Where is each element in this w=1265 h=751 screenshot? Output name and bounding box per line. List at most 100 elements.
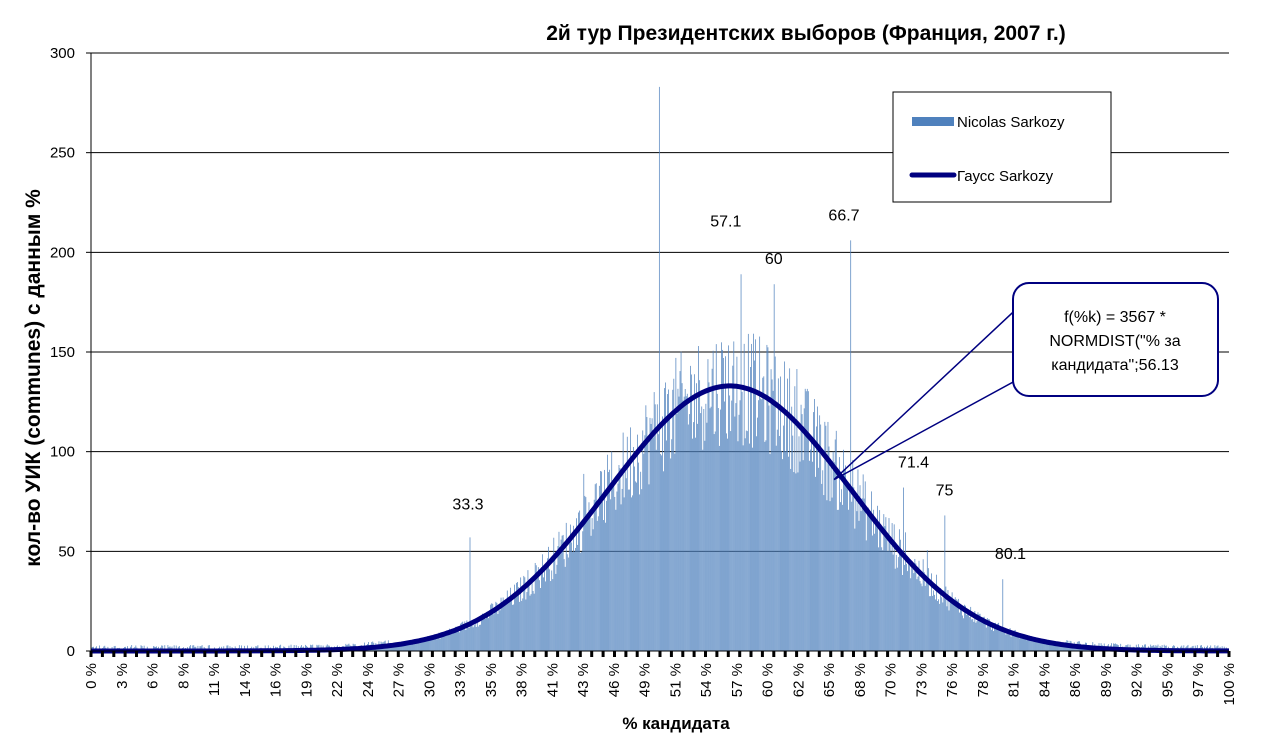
bar (616, 510, 617, 651)
y-tick-label: 100 (50, 444, 75, 461)
bar (626, 478, 627, 651)
formula-callout: f(%k) = 3567 *NORMDIST("% закандидата";5… (834, 283, 1218, 480)
bar (506, 603, 507, 651)
bar (845, 465, 846, 651)
bar (934, 595, 935, 651)
x-tick-label: 49 % (637, 663, 654, 697)
bar (785, 451, 786, 651)
bar (810, 450, 811, 651)
bar (728, 345, 729, 651)
bar (793, 472, 794, 651)
bar (689, 414, 690, 651)
bar (538, 567, 539, 651)
bar (720, 410, 721, 651)
bar (811, 439, 812, 651)
bar (1000, 628, 1001, 651)
bar (518, 587, 519, 651)
bar (599, 486, 600, 651)
bar (418, 643, 419, 651)
bar (870, 511, 871, 651)
bar (443, 636, 444, 651)
bar (660, 454, 661, 651)
bar (511, 600, 512, 651)
bar (911, 565, 912, 651)
bar (867, 509, 868, 651)
bar (876, 523, 877, 651)
bar (549, 569, 550, 651)
bar (466, 630, 467, 651)
bar (531, 594, 532, 651)
bar (933, 590, 934, 651)
bar (653, 437, 654, 651)
x-tick-label: 43 % (575, 663, 592, 697)
bar (762, 378, 763, 651)
bar (622, 489, 623, 651)
bar (759, 337, 760, 651)
bar (880, 527, 881, 651)
bar (993, 631, 994, 651)
bar (1002, 579, 1003, 651)
bar (783, 426, 784, 651)
bar (636, 483, 637, 651)
bar (605, 523, 606, 651)
data-label: 66.7 (828, 207, 859, 224)
x-tick-label: 33 % (452, 663, 469, 697)
bar (968, 612, 969, 651)
bar (499, 608, 500, 651)
bar (738, 441, 739, 651)
bar (671, 439, 672, 651)
bar (669, 416, 670, 651)
bar (597, 521, 598, 651)
bar (737, 357, 738, 651)
bar (770, 454, 771, 651)
callout-text-line: кандидата";56.13 (1051, 357, 1179, 374)
bar (634, 467, 635, 652)
bar (543, 577, 544, 651)
legend-box (893, 92, 1111, 202)
bar (614, 497, 615, 651)
bar (666, 440, 667, 651)
x-tick-label: 16 % (268, 663, 285, 697)
bar (729, 395, 730, 651)
bar (1009, 633, 1010, 651)
bar (656, 450, 657, 651)
bar (577, 545, 578, 651)
bar (896, 555, 897, 651)
bar (774, 284, 775, 651)
bar (534, 594, 535, 651)
bar (712, 369, 713, 651)
bar (515, 593, 516, 651)
bar (809, 461, 810, 651)
bar (792, 436, 793, 651)
bar (778, 378, 779, 651)
bar (562, 536, 563, 651)
bar (683, 401, 684, 651)
bar (714, 434, 715, 651)
bar (985, 624, 986, 651)
x-tick-label: 35 % (483, 663, 500, 697)
bar (758, 400, 759, 651)
bar (853, 487, 854, 651)
bar (664, 388, 665, 651)
bar (773, 391, 774, 651)
chart-title: 2й тур Президентских выборов (Франция, 2… (546, 22, 1065, 45)
bar (723, 358, 724, 651)
bar (694, 374, 695, 651)
x-axis-label: % кандидата (622, 714, 730, 733)
bar (522, 598, 523, 651)
bar (966, 615, 967, 651)
bar (776, 446, 777, 651)
bar (949, 610, 950, 651)
bar (529, 582, 530, 651)
bar (879, 510, 880, 651)
y-tick-label: 250 (50, 145, 75, 162)
bar (505, 605, 506, 651)
bar (703, 409, 704, 651)
bar (648, 441, 649, 651)
bar (777, 430, 778, 651)
bar (598, 516, 599, 651)
bar (741, 274, 742, 651)
bar (573, 526, 574, 651)
bar (890, 543, 891, 651)
bar (575, 548, 576, 651)
